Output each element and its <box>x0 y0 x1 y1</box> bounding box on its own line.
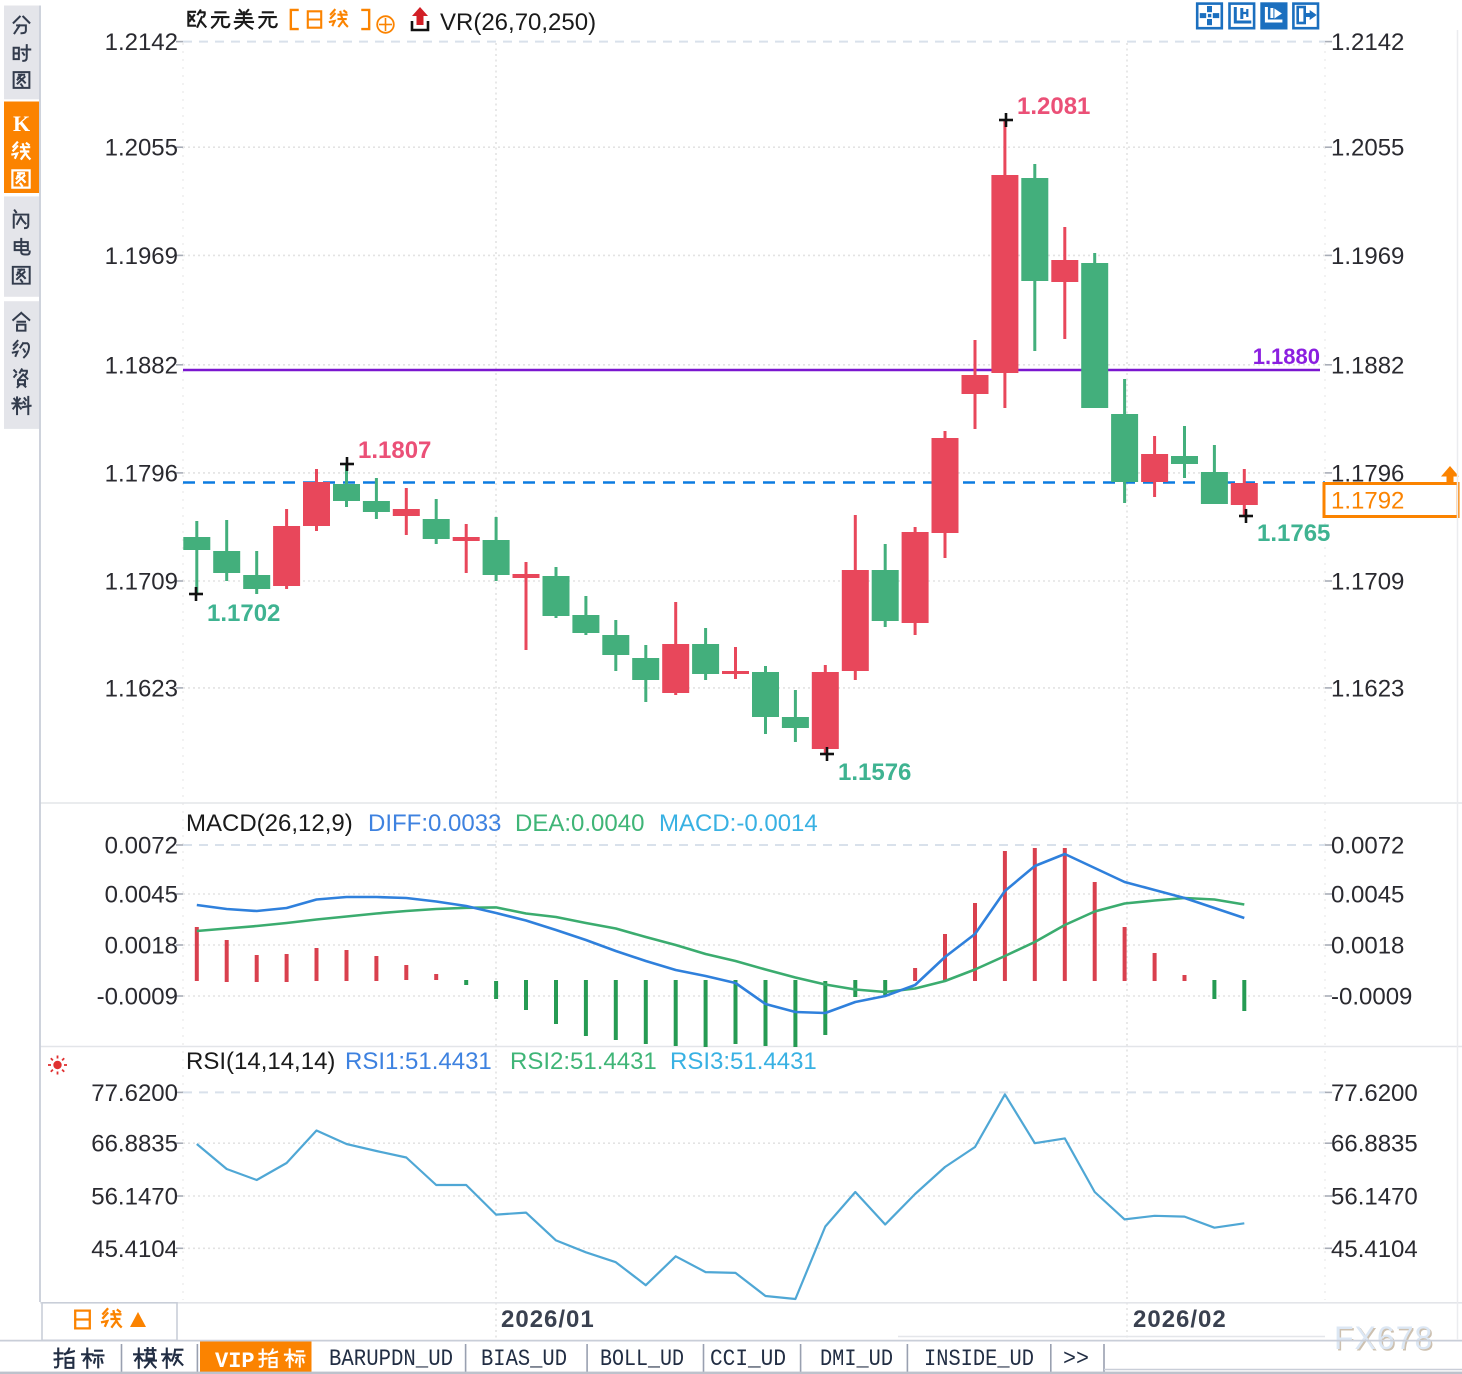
svg-text:1.2081: 1.2081 <box>1017 93 1090 120</box>
svg-text:BIAS_UD: BIAS_UD <box>481 1346 567 1372</box>
svg-text:1.1796: 1.1796 <box>105 460 178 487</box>
svg-text:1.1969: 1.1969 <box>105 243 178 270</box>
svg-text:1.1969: 1.1969 <box>1331 243 1404 270</box>
svg-text:RSI2:51.4431: RSI2:51.4431 <box>510 1048 657 1075</box>
svg-text:BARUPDN_UD: BARUPDN_UD <box>329 1346 453 1372</box>
svg-text:1.1709: 1.1709 <box>105 569 178 596</box>
svg-text:-0.0009: -0.0009 <box>97 984 178 1011</box>
svg-text:RSI(14,14,14): RSI(14,14,14) <box>186 1048 335 1075</box>
svg-text:VIP: VIP <box>215 1349 255 1374</box>
svg-text:1.2142: 1.2142 <box>105 29 178 56</box>
svg-text:DMI_UD: DMI_UD <box>820 1346 893 1372</box>
svg-text:K: K <box>13 111 30 136</box>
svg-text:VR(26,70,250): VR(26,70,250) <box>440 9 596 36</box>
svg-text:66.8835: 66.8835 <box>91 1131 178 1158</box>
svg-text:1.2142: 1.2142 <box>1331 29 1404 56</box>
svg-text:INSIDE_UD: INSIDE_UD <box>924 1346 1034 1372</box>
svg-text:DEA:0.0040: DEA:0.0040 <box>515 810 644 837</box>
svg-text:1.1765: 1.1765 <box>1257 520 1330 547</box>
svg-text:FX678: FX678 <box>1334 1320 1433 1356</box>
svg-text:1.1882: 1.1882 <box>105 352 178 379</box>
svg-text:1.2055: 1.2055 <box>1331 135 1404 162</box>
svg-text:0.0045: 0.0045 <box>105 882 178 909</box>
svg-text:0.0018: 0.0018 <box>105 933 178 960</box>
svg-text:0.0072: 0.0072 <box>105 833 178 860</box>
svg-text:BOLL_UD: BOLL_UD <box>600 1346 684 1372</box>
svg-text:0.0018: 0.0018 <box>1331 933 1404 960</box>
svg-text:MACD:-0.0014: MACD:-0.0014 <box>659 810 818 837</box>
svg-text:1.1623: 1.1623 <box>1331 675 1404 702</box>
svg-text:1.1880: 1.1880 <box>1253 344 1320 369</box>
svg-text:MACD(26,12,9): MACD(26,12,9) <box>186 810 353 837</box>
svg-text:>>: >> <box>1063 1346 1089 1372</box>
svg-text:DIFF:0.0033: DIFF:0.0033 <box>368 810 501 837</box>
svg-text:CCI_UD: CCI_UD <box>710 1346 786 1372</box>
svg-text:-0.0009: -0.0009 <box>1331 984 1412 1011</box>
svg-text:56.1470: 56.1470 <box>1331 1184 1418 1211</box>
svg-text:RSI3:51.4431: RSI3:51.4431 <box>670 1048 817 1075</box>
svg-text:1.1576: 1.1576 <box>838 759 911 786</box>
svg-text:66.8835: 66.8835 <box>1331 1131 1418 1158</box>
svg-text:1.1702: 1.1702 <box>207 600 280 627</box>
svg-text:77.6200: 77.6200 <box>91 1080 178 1107</box>
svg-text:77.6200: 77.6200 <box>1331 1080 1418 1107</box>
svg-text:0.0045: 0.0045 <box>1331 882 1404 909</box>
svg-text:0.0072: 0.0072 <box>1331 833 1404 860</box>
svg-text:1.1623: 1.1623 <box>105 675 178 702</box>
svg-text:FX678: FX678 <box>1336 1322 1435 1358</box>
svg-text:45.4104: 45.4104 <box>1331 1236 1418 1263</box>
svg-text:1.1807: 1.1807 <box>358 437 431 464</box>
svg-text:1.1792: 1.1792 <box>1331 488 1404 515</box>
svg-text:RSI1:51.4431: RSI1:51.4431 <box>345 1048 492 1075</box>
svg-text:2026/01: 2026/01 <box>501 1306 595 1333</box>
svg-text:56.1470: 56.1470 <box>91 1184 178 1211</box>
svg-text:45.4104: 45.4104 <box>91 1236 178 1263</box>
svg-text:2026/02: 2026/02 <box>1133 1306 1227 1333</box>
svg-text:1.2055: 1.2055 <box>105 135 178 162</box>
svg-text:1.1882: 1.1882 <box>1331 352 1404 379</box>
svg-text:1.1709: 1.1709 <box>1331 569 1404 596</box>
